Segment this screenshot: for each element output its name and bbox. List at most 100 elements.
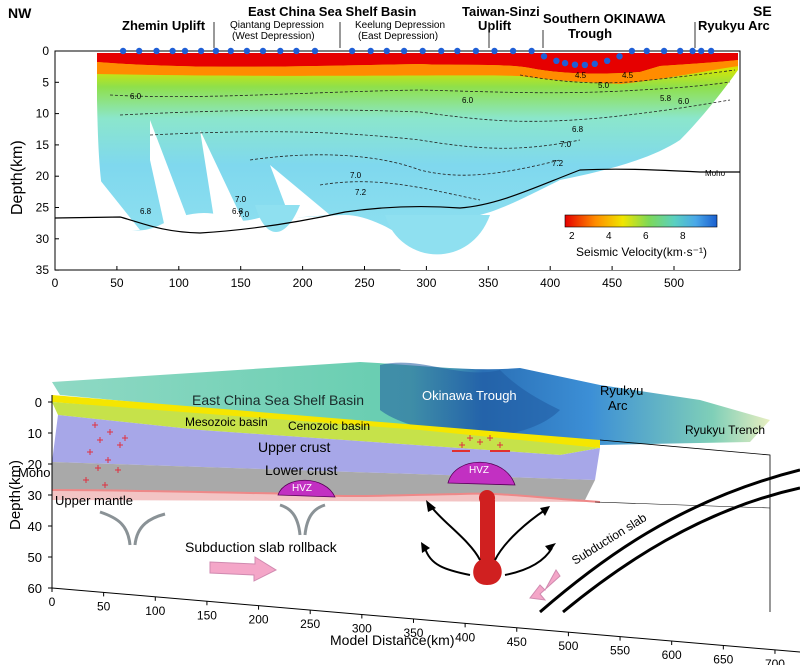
rollback-label: Subduction slab rollback — [185, 539, 338, 555]
x-tick-label: 500 — [664, 276, 684, 290]
x-tick-label: 450 — [602, 276, 622, 290]
ryukyu-arc-top-label: Ryukyu Arc — [698, 18, 770, 33]
region-boundaries — [213, 22, 696, 48]
ryukyu-label: Ryukyu — [600, 383, 643, 398]
velocity-contours — [109, 69, 736, 201]
east-depression-label: (East Depression) — [358, 31, 438, 42]
x-tick-label: 50 — [97, 599, 111, 613]
upwelling-arrows — [99, 503, 326, 546]
colorbar — [564, 214, 718, 228]
hvz-label-2: HVZ — [469, 465, 489, 476]
x-tick-label: 350 — [478, 276, 498, 290]
mantle-plume-icon — [473, 500, 502, 585]
station-marker — [698, 47, 705, 55]
y-tick-label: 50 — [28, 550, 42, 565]
deep-arc-ray — [385, 215, 490, 255]
y-tick-label: 5 — [42, 75, 49, 89]
bottom-y-ticks: 0 10 20 30 40 50 60 — [28, 395, 52, 596]
bottom-x-axis — [51, 587, 800, 653]
y-tick-label: 25 — [36, 201, 50, 215]
contour-label: 7.2 — [355, 188, 367, 197]
station-marker — [212, 47, 220, 55]
station-marker — [243, 47, 251, 55]
station-marker — [227, 47, 234, 55]
station-marker — [348, 47, 356, 55]
colorbar-tick: 8 — [680, 231, 686, 242]
x-tick-label: 100 — [145, 604, 165, 618]
contour-label: 6.8 — [572, 125, 584, 134]
station-marker — [616, 53, 623, 60]
station-marker — [135, 47, 143, 55]
contour-label: 7.0 — [238, 210, 250, 219]
y-tick-label: 60 — [28, 581, 42, 596]
x-tick-label: 300 — [416, 276, 436, 290]
x-tick-label: 50 — [110, 276, 124, 290]
contour-label: 6.0 — [678, 97, 690, 106]
slab-direction-arrow-icon — [529, 569, 561, 601]
plus-marker — [92, 422, 98, 428]
direction-nw-label: NW — [8, 5, 32, 21]
station-marker — [581, 61, 589, 69]
station-marker — [509, 47, 517, 55]
moho-top-label: Moho — [705, 169, 726, 178]
plus-marker — [497, 442, 503, 448]
station-marker — [689, 47, 696, 55]
upper-layer — [97, 60, 738, 84]
x-tick-label: 0 — [49, 595, 56, 609]
y-tick-label: 35 — [36, 263, 50, 277]
station-marker — [571, 61, 579, 68]
okinawa-topography — [380, 362, 560, 437]
station-marker — [561, 59, 569, 67]
station-marker — [660, 47, 668, 55]
plus-marker — [107, 429, 113, 435]
taiwan-sinzi-uplift-label: Uplift — [478, 18, 512, 33]
x-tick-label: 600 — [662, 648, 682, 662]
slab-top-line — [539, 468, 800, 614]
station-marker — [383, 47, 390, 55]
cenozoic-label: Cenozoic basin — [288, 419, 370, 433]
ocean-bottom-stations — [119, 47, 715, 69]
y-tick-label: 0 — [35, 395, 42, 410]
hvz-dome-1 — [277, 479, 336, 498]
direction-se-label: SE — [753, 3, 772, 19]
x-tick-label: 200 — [249, 613, 269, 627]
contour-labels: 6.0 6.0 6.8 7.0 7.0 7.2 6.8 7.0 7.2 4.5 … — [130, 71, 690, 219]
rollback-arrow-icon — [209, 556, 278, 582]
upper-mantle-label: Upper mantle — [55, 493, 133, 508]
plus-marker — [97, 437, 103, 443]
station-marker — [676, 47, 684, 55]
contour-label: 7.0 — [235, 195, 247, 204]
plus-marker — [487, 435, 493, 441]
y-tick-label: 40 — [28, 519, 42, 534]
velocity-body — [97, 53, 738, 241]
plus-marker — [467, 435, 473, 441]
mesozoic-label: Mesozoic basin — [185, 415, 268, 429]
x-tick-label: 650 — [713, 652, 733, 665]
zhemin-uplift-label: Zhemin Uplift — [122, 18, 206, 33]
y-tick-label: 30 — [28, 488, 42, 503]
shelf-basin-label: East China Sea Shelf Basin — [248, 4, 416, 19]
x-tick-label: 350 — [403, 626, 423, 640]
moho-bottom-line — [51, 489, 601, 503]
station-marker — [311, 47, 319, 55]
x-tick-label: 450 — [507, 635, 527, 649]
station-marker — [153, 47, 160, 55]
station-marker — [293, 47, 300, 55]
hvz-label-1: HVZ — [292, 483, 312, 494]
contour-label: 5.0 — [598, 81, 610, 90]
station-marker — [181, 47, 189, 55]
moho-line — [54, 168, 740, 234]
x-tick-label: 250 — [300, 617, 320, 631]
deep-arc-ray-2 — [255, 205, 300, 233]
colorbar-tick: 6 — [643, 231, 649, 242]
station-marker — [707, 47, 715, 55]
moho-bottom-label: Moho — [18, 465, 51, 480]
plus-marker — [87, 449, 93, 455]
mesozoic-layer — [52, 402, 600, 455]
velocity-model-panel: NW SE Zhemin Uplift East China Sea Shelf… — [8, 3, 772, 290]
plus-marker — [459, 442, 465, 448]
x-tick-label: 400 — [455, 630, 475, 644]
okinawa-trough-label: Okinawa Trough — [422, 388, 517, 403]
x-tick-label: 0 — [52, 276, 59, 290]
top-y-axis-label: Depth(km) — [9, 140, 26, 215]
